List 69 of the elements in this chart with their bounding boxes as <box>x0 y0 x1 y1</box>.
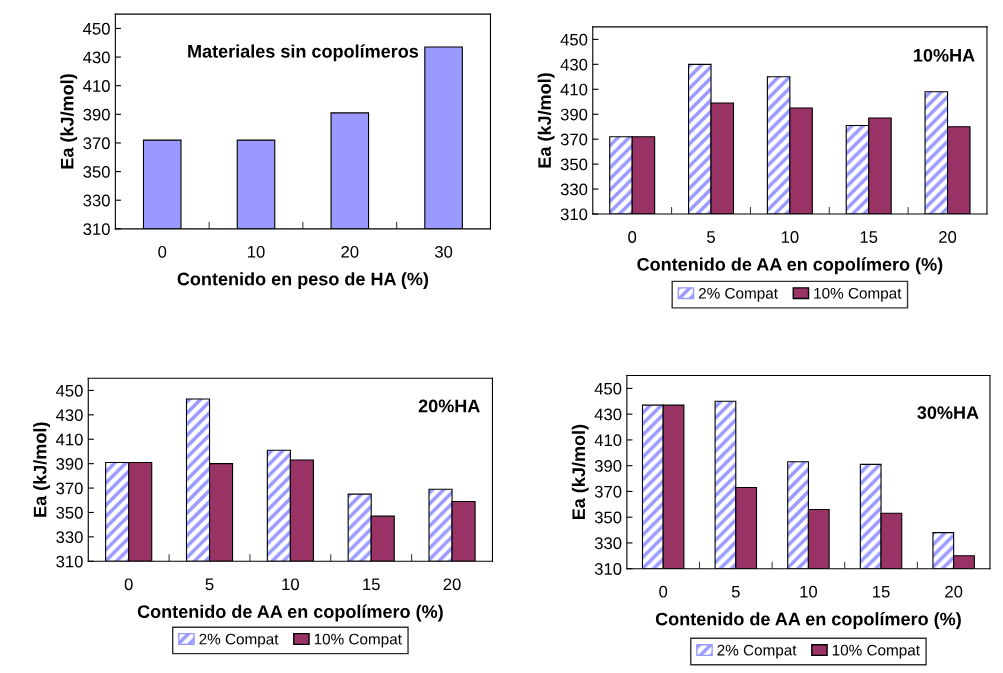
y-tick-label: 350 <box>594 511 622 524</box>
y-tick-label: 450 <box>55 384 83 397</box>
x-axis-title: Contenido de AA en copolímero (%) <box>637 257 943 275</box>
x-tick-label: 10 <box>248 245 265 258</box>
x-axis-title: Contenido de AA en copolímero (%) <box>655 612 961 629</box>
y-tick-label: 350 <box>560 158 588 171</box>
annotation: 30%HA <box>917 406 979 420</box>
x-tick-label: 0 <box>628 231 637 243</box>
y-tick-label: 350 <box>83 165 110 178</box>
x-axis-title: Contenido de AA en copolímero (%) <box>137 604 443 622</box>
y-tick-label: 330 <box>83 194 110 207</box>
y-tick-label: 310 <box>83 223 110 236</box>
x-tick-label: 20 <box>341 245 359 258</box>
y-tick-label: 370 <box>83 137 110 150</box>
x-tick-label: 0 <box>659 585 668 598</box>
y-tick-label: 430 <box>560 58 588 71</box>
y-tick-label: 430 <box>83 51 110 64</box>
y-axis-title: Ea (kJ/mol) <box>60 74 78 169</box>
y-tick-label: 450 <box>560 33 588 46</box>
x-tick-label: 5 <box>731 585 740 598</box>
y-tick-label: 310 <box>594 563 622 575</box>
y-tick-label: 330 <box>560 183 588 196</box>
y-tick-label: 450 <box>594 382 622 395</box>
x-tick-label: 0 <box>124 578 133 591</box>
y-tick-label: 370 <box>56 482 83 495</box>
x-tick-label: 5 <box>205 578 214 591</box>
y-tick-label: 410 <box>55 433 83 446</box>
y-tick-label: 430 <box>594 408 622 421</box>
x-tick-label: 15 <box>873 585 890 598</box>
y-tick-label: 350 <box>56 506 83 519</box>
y-tick-label: 450 <box>83 22 110 35</box>
x-tick-label: 10 <box>781 231 799 243</box>
legend-label: 10% Compat <box>314 633 402 648</box>
y-tick-label: 410 <box>594 434 622 447</box>
x-tick-label: 0 <box>158 245 167 258</box>
x-tick-label: 15 <box>363 578 380 591</box>
y-tick-label: 330 <box>594 537 622 550</box>
x-tick-label: 10 <box>282 578 299 591</box>
y-axis-title: Ea (kJ/mol) <box>571 424 589 520</box>
y-tick-label: 390 <box>83 108 110 121</box>
annotation: Materiales sin copolímeros <box>188 44 419 62</box>
x-tick-label: 30 <box>434 245 453 258</box>
x-axis-title: Contenido en peso de HA (%) <box>177 272 429 289</box>
legend-label: 2% Compat <box>717 644 797 659</box>
x-tick-label: 20 <box>443 578 461 591</box>
y-tick-label: 390 <box>560 108 588 121</box>
y-axis-title: Ea (kJ/mol) <box>537 73 555 168</box>
y-tick-label: 310 <box>56 555 83 568</box>
legend-label: 2% Compat <box>698 287 778 302</box>
y-tick-label: 330 <box>56 531 83 544</box>
y-axis-title: Ea (kJ/mol) <box>33 422 51 517</box>
x-tick-label: 20 <box>939 231 957 243</box>
legend-label: 10% Compat <box>832 644 920 659</box>
x-tick-label: 5 <box>707 231 715 243</box>
legend-label: 2% Compat <box>199 633 279 648</box>
y-tick-label: 430 <box>55 409 83 422</box>
x-tick-label: 15 <box>860 231 878 243</box>
legend-label: 10% Compat <box>814 287 902 302</box>
y-tick-label: 410 <box>83 80 110 92</box>
y-tick-label: 370 <box>594 485 622 498</box>
annotation: 10%HA <box>914 48 975 62</box>
y-tick-label: 410 <box>560 83 588 96</box>
y-tick-label: 370 <box>560 133 588 146</box>
x-tick-label: 20 <box>945 585 963 598</box>
y-tick-label: 310 <box>560 208 588 221</box>
y-tick-label: 390 <box>594 460 622 472</box>
y-tick-label: 390 <box>56 458 83 470</box>
x-tick-label: 10 <box>800 585 818 598</box>
annotation: 20%HA <box>418 399 480 413</box>
